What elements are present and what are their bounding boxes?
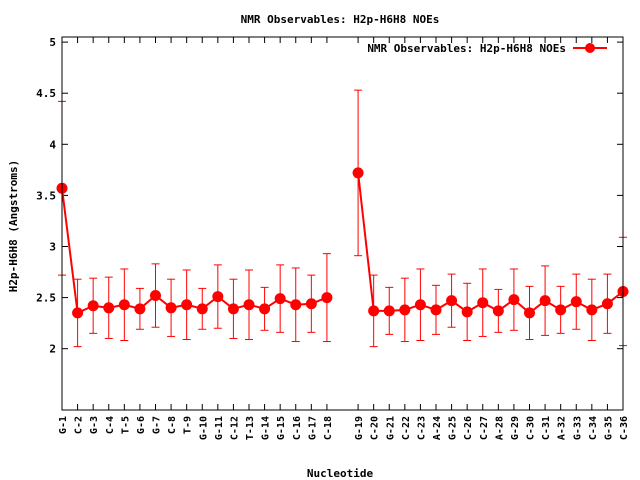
x-tick-label: C-23 — [416, 416, 427, 440]
x-tick-label: C-26 — [463, 416, 474, 440]
y-tick-labels: 2 2.5 3 3.5 4 4.5 5 — [36, 36, 56, 356]
x-tick-label: G-15 — [276, 416, 287, 440]
x-tick-label: G-19 — [354, 416, 365, 440]
data-point — [539, 295, 551, 307]
data-point — [212, 291, 224, 303]
x-tick-label: C-4 — [105, 416, 116, 434]
series-line — [61, 188, 328, 315]
x-tick-label: G-11 — [214, 416, 225, 440]
data-point — [430, 304, 442, 316]
y-tick-label: 2.5 — [36, 292, 56, 305]
data-point — [243, 299, 255, 311]
plot-frame — [61, 36, 624, 411]
series-lines — [61, 172, 624, 315]
y-tick-label: 4 — [49, 138, 56, 151]
x-tick-label: G-35 — [603, 416, 614, 440]
data-point — [305, 298, 317, 310]
data-points — [56, 167, 629, 319]
y-tick-label: 3.5 — [36, 189, 56, 202]
data-point — [87, 300, 99, 312]
x-tick-label: C-22 — [401, 416, 412, 440]
x-axis-label: Nucleotide — [307, 467, 374, 480]
data-point — [446, 295, 458, 307]
data-point — [196, 303, 208, 315]
data-point — [383, 305, 395, 317]
data-point — [118, 299, 130, 311]
y-tick-label: 4.5 — [36, 87, 56, 100]
x-tick-label: G-29 — [510, 416, 521, 440]
x-tick-labels: G-1 C-2 G-3 C-4 T-5 G-6 G-7 C-8 T-9 G-10 G-11 C-12 T… — [58, 416, 630, 440]
data-point — [321, 292, 333, 304]
data-point — [259, 303, 271, 315]
y-tick-label: 2 — [49, 343, 56, 356]
x-tick-label: G-10 — [198, 416, 209, 440]
data-point — [508, 294, 520, 306]
data-point — [134, 303, 146, 315]
data-point — [72, 307, 84, 319]
x-tick-label: G-17 — [307, 416, 318, 440]
x-tick-label: G-33 — [572, 416, 583, 440]
data-point — [181, 299, 193, 311]
data-point — [524, 307, 535, 319]
x-tick-label: A-24 — [432, 416, 443, 440]
y-tick-label: 3 — [49, 240, 56, 253]
data-point — [492, 305, 504, 317]
data-point — [227, 303, 239, 315]
x-tick-label: C-31 — [541, 416, 552, 440]
x-tick-label: C-2 — [74, 416, 85, 434]
x-tick-label: C-34 — [588, 416, 599, 440]
x-tick-label: T-9 — [183, 416, 194, 434]
x-tick-label: C-20 — [370, 416, 381, 440]
y-tick-label: 5 — [49, 36, 56, 49]
x-tick-label: C-36 — [619, 416, 630, 440]
chart-title: NMR Observables: H2p-H6H8 NOEs — [241, 13, 440, 26]
x-tick-label: G-1 — [58, 416, 69, 434]
x-tick-label: G-25 — [448, 416, 459, 440]
series-line — [357, 172, 624, 315]
x-tick-label: C-27 — [479, 416, 490, 440]
axis-ticks — [61, 37, 624, 410]
x-tick-label: C-16 — [292, 416, 303, 440]
x-tick-label: C-12 — [229, 416, 240, 440]
x-tick-label: C-30 — [526, 416, 537, 440]
data-point — [555, 304, 567, 316]
x-tick-label: G-6 — [136, 416, 147, 434]
data-point — [165, 302, 177, 314]
legend-marker-sample — [585, 43, 595, 53]
data-point — [150, 290, 161, 302]
legend-label: NMR Observables: H2p-H6H8 NOEs — [367, 42, 566, 55]
x-tick-label: C-8 — [167, 416, 178, 434]
data-point — [601, 298, 613, 310]
x-tick-label: G-3 — [89, 416, 100, 434]
data-point — [274, 293, 286, 305]
x-tick-label: T-13 — [245, 416, 256, 440]
data-point — [290, 299, 302, 311]
data-point — [570, 296, 582, 308]
data-point — [352, 167, 364, 179]
x-tick-label: G-21 — [385, 416, 396, 440]
data-point — [399, 304, 411, 316]
data-point — [414, 299, 426, 311]
data-point — [103, 302, 115, 314]
x-tick-label: A-28 — [494, 416, 505, 440]
x-tick-label: A-32 — [557, 416, 568, 440]
x-tick-label: C-18 — [323, 416, 334, 440]
data-point — [586, 304, 598, 316]
x-tick-label: G-14 — [261, 416, 272, 440]
data-point — [477, 297, 489, 309]
legend: NMR Observables: H2p-H6H8 NOEs — [367, 42, 607, 55]
x-tick-label: T-5 — [120, 416, 131, 434]
data-point — [368, 305, 380, 317]
data-point — [461, 306, 473, 318]
x-tick-label: G-7 — [152, 416, 163, 434]
y-axis-label: H2p-H6H8 (Angstroms) — [7, 160, 20, 292]
